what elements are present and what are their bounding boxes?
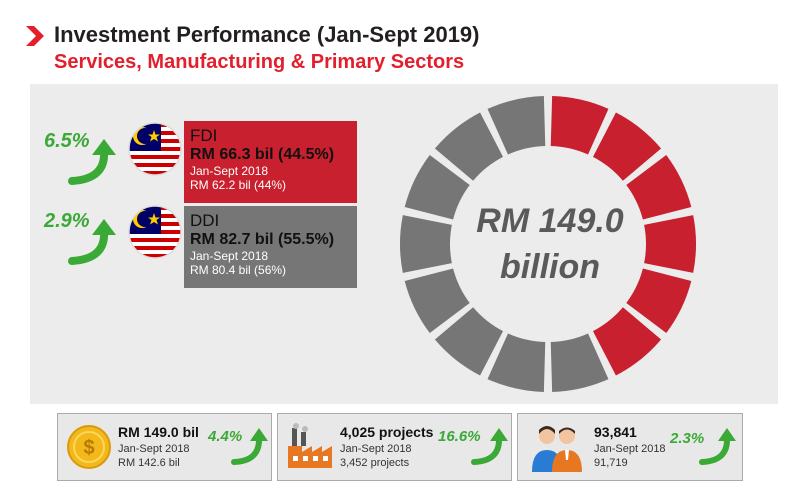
stat-growth: 2.3%: [670, 430, 705, 447]
donut-segment-ddi: [400, 215, 452, 273]
page-title: Investment Performance (Jan-Sept 2019): [54, 22, 480, 47]
ddi-growth: 2.9%: [44, 210, 90, 232]
stat-value: 93,841: [594, 424, 637, 440]
fdi-label: FDI: [190, 126, 218, 145]
donut-center-line2: billion: [499, 248, 601, 286]
donut-segment-fdi: [592, 307, 662, 376]
stat-period: Jan-Sept 2018: [118, 443, 190, 455]
donut-segment-ddi: [404, 268, 470, 334]
donut-segment-ddi: [487, 96, 546, 155]
growth-arrow-icon: [471, 428, 508, 465]
donut-segment-ddi: [404, 154, 470, 220]
investment-donut-chart: [400, 96, 696, 392]
stat-value: RM 149.0 bil: [118, 424, 199, 440]
coin-icon: $: [67, 425, 111, 469]
ddi-value: RM 82.7 bil (55.5%): [190, 231, 335, 248]
people-icon: [532, 426, 582, 472]
malaysia-flag-icon: [128, 205, 182, 259]
donut-center-label: RM 149.0 billion: [430, 198, 670, 290]
ddi-prev-period: Jan-Sept 2018: [190, 249, 269, 263]
stat-prev: 3,452 projects: [340, 457, 410, 469]
stat-period: Jan-Sept 2018: [340, 443, 412, 455]
growth-arrow-icon: [68, 219, 116, 265]
donut-segment-fdi: [626, 154, 692, 220]
fdi-prev-value: RM 62.2 bil (44%): [190, 178, 287, 192]
donut-segment-fdi: [550, 96, 609, 155]
donut-segment-ddi: [434, 112, 504, 181]
growth-arrow-icon: [231, 428, 268, 465]
ddi-prev-value: RM 80.4 bil (56%): [190, 263, 287, 277]
fdi-box: FDI RM 66.3 bil (44.5%) Jan-Sept 2018 RM…: [184, 121, 357, 203]
stat-jobs: 93,841 Jan-Sept 2018 91,719 2.3%: [517, 413, 743, 481]
fdi-prev-period: Jan-Sept 2018: [190, 164, 269, 178]
donut-segment-fdi: [644, 215, 696, 273]
stat-prev: RM 142.6 bil: [118, 457, 180, 469]
stat-prev: 91,719: [594, 457, 628, 469]
donut-segment-ddi: [434, 307, 504, 376]
page-subtitle: Services, Manufacturing & Primary Sector…: [54, 51, 465, 73]
stat-projects: 4,025 projects Jan-Sept 2018 3,452 proje…: [277, 413, 512, 481]
donut-segment-ddi: [550, 333, 609, 392]
donut-segment-fdi: [626, 268, 692, 334]
growth-arrow-icon: [68, 139, 116, 185]
donut-segment-fdi: [592, 112, 662, 181]
donut-center-line1: RM 149.0: [476, 202, 624, 240]
malaysia-flag-icon: [128, 122, 182, 176]
svg-text:$: $: [83, 437, 94, 459]
chevron-right-icon: [26, 26, 44, 46]
stat-growth: 4.4%: [208, 428, 243, 445]
donut-segment-ddi: [487, 333, 546, 392]
stat-growth: 16.6%: [438, 428, 481, 445]
fdi-growth: 6.5%: [44, 130, 90, 152]
stat-total-investment: $ RM 149.0 bil Jan-Sept 2018 RM 142.6 bi…: [57, 413, 272, 481]
stat-value: 4,025 projects: [340, 424, 434, 440]
growth-arrow-icon: [699, 428, 736, 465]
ddi-label: DDI: [190, 211, 220, 230]
stat-period: Jan-Sept 2018: [594, 443, 666, 455]
fdi-value: RM 66.3 bil (44.5%): [190, 146, 335, 163]
ddi-box: DDI RM 82.7 bil (55.5%) Jan-Sept 2018 RM…: [184, 206, 357, 288]
factory-icon: [288, 423, 332, 468]
